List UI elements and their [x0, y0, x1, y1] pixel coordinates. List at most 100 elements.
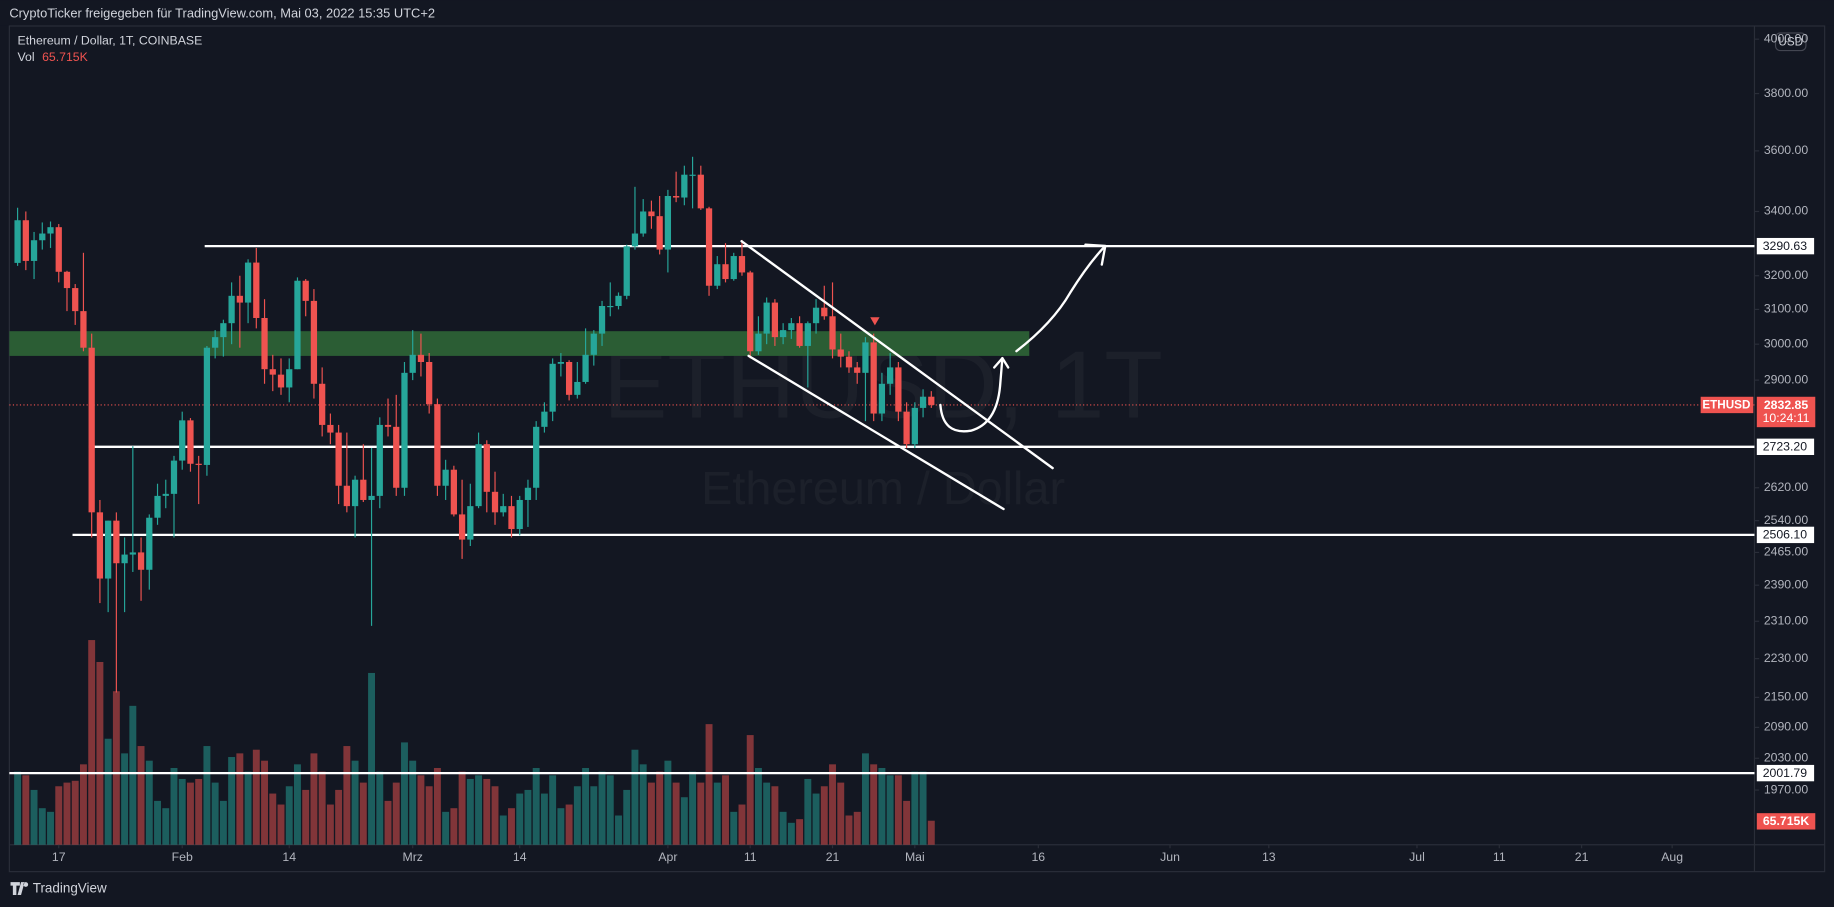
candle-body: [928, 396, 935, 405]
volume-bar: [154, 800, 161, 845]
candle-body: [401, 372, 408, 488]
volume-box: [1756, 813, 1816, 830]
volume-bar: [376, 771, 384, 845]
volume-bar: [754, 767, 762, 845]
candle-body: [887, 367, 894, 384]
currency-badge[interactable]: [1774, 32, 1807, 52]
volume-bar: [104, 738, 112, 845]
volume-bar: [763, 782, 771, 845]
candle-body: [565, 361, 573, 395]
candle-body: [129, 552, 136, 555]
candle-body: [722, 264, 729, 280]
volume-bar: [203, 746, 211, 845]
candle-body: [467, 506, 474, 540]
volume-bar: [738, 804, 746, 845]
volume-bar: [137, 746, 145, 845]
level-label: 3290.63: [1763, 239, 1808, 253]
volume-bar: [861, 753, 869, 845]
candle-body: [105, 520, 112, 579]
x-tick-label: Apr: [658, 850, 677, 864]
y-tick-label: 2150.00: [1764, 690, 1809, 704]
candle-body: [442, 469, 449, 486]
volume-bar: [71, 780, 79, 845]
candle-body: [919, 396, 927, 408]
candle-body: [203, 347, 211, 465]
candle-body: [862, 342, 869, 373]
volume-bar: [162, 808, 170, 845]
candle-body: [483, 444, 490, 492]
candle-body: [656, 216, 663, 250]
candle-body: [261, 317, 268, 370]
candle-body: [730, 256, 737, 280]
level-label: 2723.20: [1763, 440, 1808, 454]
candle-body: [705, 208, 713, 286]
volume-bar: [269, 793, 277, 845]
annotations: [740, 240, 1107, 511]
candle-body: [615, 295, 622, 306]
candle-body: [623, 246, 630, 296]
x-tick-label: 17: [52, 850, 66, 864]
volume-bar: [310, 753, 318, 845]
candle-body: [631, 233, 639, 247]
volume-bar: [705, 724, 713, 845]
volume-bar: [236, 753, 244, 845]
volume-bar: [359, 782, 367, 845]
candle-body: [664, 195, 672, 250]
candle-body: [771, 302, 779, 338]
volume-bar: [318, 771, 326, 845]
zone: [9, 331, 1030, 356]
volume-bar: [343, 746, 351, 845]
volume-last-label: 65.715K: [1763, 814, 1810, 828]
volume-bar: [656, 771, 664, 845]
footer-text: TradingView: [33, 881, 107, 896]
volume-bar: [623, 789, 631, 845]
volume-bar: [458, 771, 466, 845]
volume-bar: [664, 760, 672, 845]
x-tick-label: 21: [826, 850, 840, 864]
candle-body: [911, 407, 918, 445]
volume-bar: [598, 771, 606, 845]
candle-body: [277, 374, 285, 388]
volume-bar: [63, 782, 71, 845]
candle-body: [269, 369, 276, 375]
volume-bar: [417, 775, 425, 845]
target-arrow: [1015, 245, 1106, 353]
countdown: 10:24:11: [1763, 411, 1810, 425]
header: CryptoTicker freigegeben für TradingView…: [9, 6, 435, 21]
volume-bar: [211, 782, 219, 845]
volume-bar: [615, 815, 622, 845]
candle-body: [516, 499, 523, 530]
volume-bar: [927, 820, 935, 845]
channel-upper: [740, 240, 1054, 470]
x-tick-label: 14: [513, 850, 527, 864]
candle-body: [533, 426, 540, 488]
candle-body: [845, 356, 853, 368]
legend-title: Ethereum / Dollar, 1T, COINBASE: [18, 33, 203, 47]
candle-body: [491, 491, 499, 513]
volume-bar: [886, 775, 894, 845]
footer: TradingView: [10, 881, 107, 896]
candle-body: [755, 333, 762, 352]
level-label-box: [1756, 764, 1815, 782]
candle-body: [236, 295, 243, 303]
volume-bar: [573, 786, 581, 845]
volume-bar: [499, 815, 507, 845]
y-tick-label: 2465.00: [1764, 545, 1809, 559]
volume-bar: [779, 811, 787, 845]
candle-body: [96, 512, 104, 579]
channel-lower: [747, 354, 1005, 511]
candle-body: [812, 307, 820, 324]
symbol-label: ETHUSD: [1702, 399, 1750, 412]
volume-bar: [565, 804, 573, 845]
candle-body: [162, 493, 169, 496]
volume-bar: [294, 764, 301, 845]
volume-bar: [129, 705, 137, 845]
candle-body: [212, 337, 219, 348]
logo: [10, 882, 29, 896]
volume-bar: [532, 767, 540, 845]
candle-body: [253, 262, 260, 318]
volume-bar: [491, 786, 499, 845]
level-label-box: [1756, 237, 1815, 255]
